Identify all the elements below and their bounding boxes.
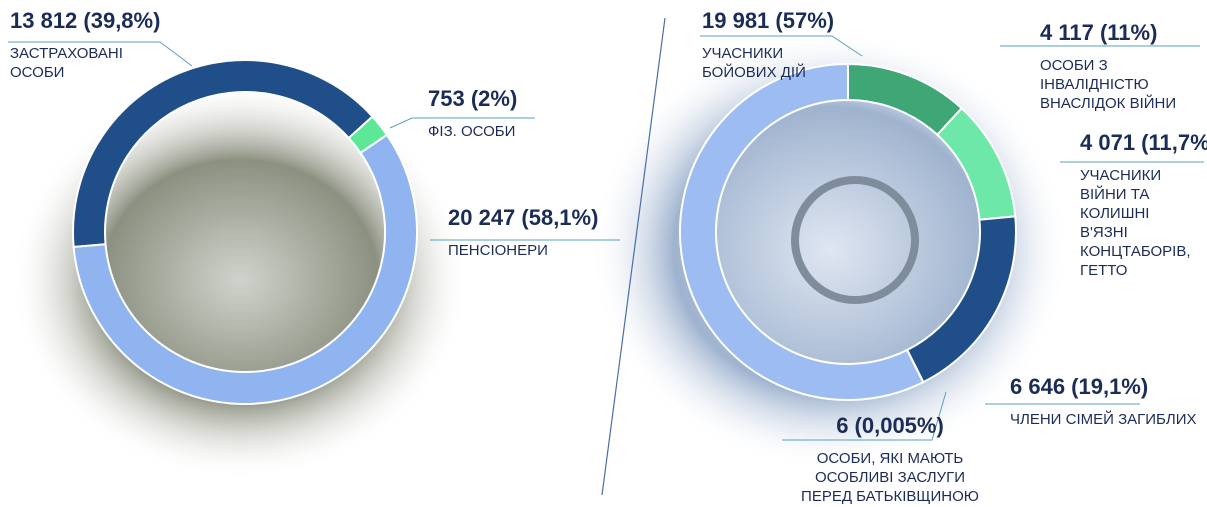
category-label: ОСОБИ З ІНВАЛІДНІСТЮ ВНАСЛІДОК ВІЙНИ (1040, 56, 1200, 113)
category-label: ЧЛЕНИ СІМЕЙ ЗАГИБЛИХ (1010, 410, 1200, 429)
category-label: ФІЗ. ОСОБИ (428, 122, 568, 141)
value-label: 13 812 (39,8%) (10, 8, 170, 34)
category-label: ЗАСТРАХОВАНІ ОСОБИ (10, 44, 170, 82)
value-label: 20 247 (58,1%) (448, 205, 608, 231)
category-label: ПЕНСІОНЕРИ (448, 241, 608, 260)
category-label: ОСОБИ, ЯКІ МАЮТЬ ОСОБЛИВІ ЗАСЛУГИ ПЕРЕД … (790, 449, 990, 506)
value-label: 6 (0,005%) (790, 413, 990, 439)
label: 4 117 (11%) ОСОБИ З ІНВАЛІДНІСТЮ ВНАСЛІДО… (1040, 20, 1200, 113)
value-label: 753 (2%) (428, 86, 568, 112)
label: 753 (2%) ФІЗ. ОСОБИ (428, 86, 568, 141)
value-label: 4 071 (11,7%) (1080, 130, 1185, 156)
category-label: УЧАСНИКИ ВІЙНИ ТА КОЛИШНІ В'ЯЗНІ КОНЦТАБ… (1080, 166, 1185, 280)
infographic: 13 812 (39,8%) ЗАСТРАХОВАНІ ОСОБИ 753 (2%)… (0, 0, 1207, 507)
label: 4 071 (11,7%) УЧАСНИКИ ВІЙНИ ТА КОЛИШНІ В… (1080, 130, 1185, 280)
label: 6 646 (19,1%) ЧЛЕНИ СІМЕЙ ЗАГИБЛИХ (1010, 374, 1200, 429)
label: 6 (0,005%) ОСОБИ, ЯКІ МАЮТЬ ОСОБЛИВІ ЗАСЛ… (790, 413, 990, 506)
label: 13 812 (39,8%) ЗАСТРАХОВАНІ ОСОБИ (10, 8, 170, 82)
value-label: 6 646 (19,1%) (1010, 374, 1200, 400)
value-label: 4 117 (11%) (1040, 20, 1200, 46)
category-label: УЧАСНИКИ БОЙОВИХ ДІЙ (702, 44, 827, 82)
label: 19 981 (57%) УЧАСНИКИ БОЙОВИХ ДІЙ (702, 8, 827, 82)
label: 20 247 (58,1%) ПЕНСІОНЕРИ (448, 205, 608, 260)
value-label: 19 981 (57%) (702, 8, 827, 34)
